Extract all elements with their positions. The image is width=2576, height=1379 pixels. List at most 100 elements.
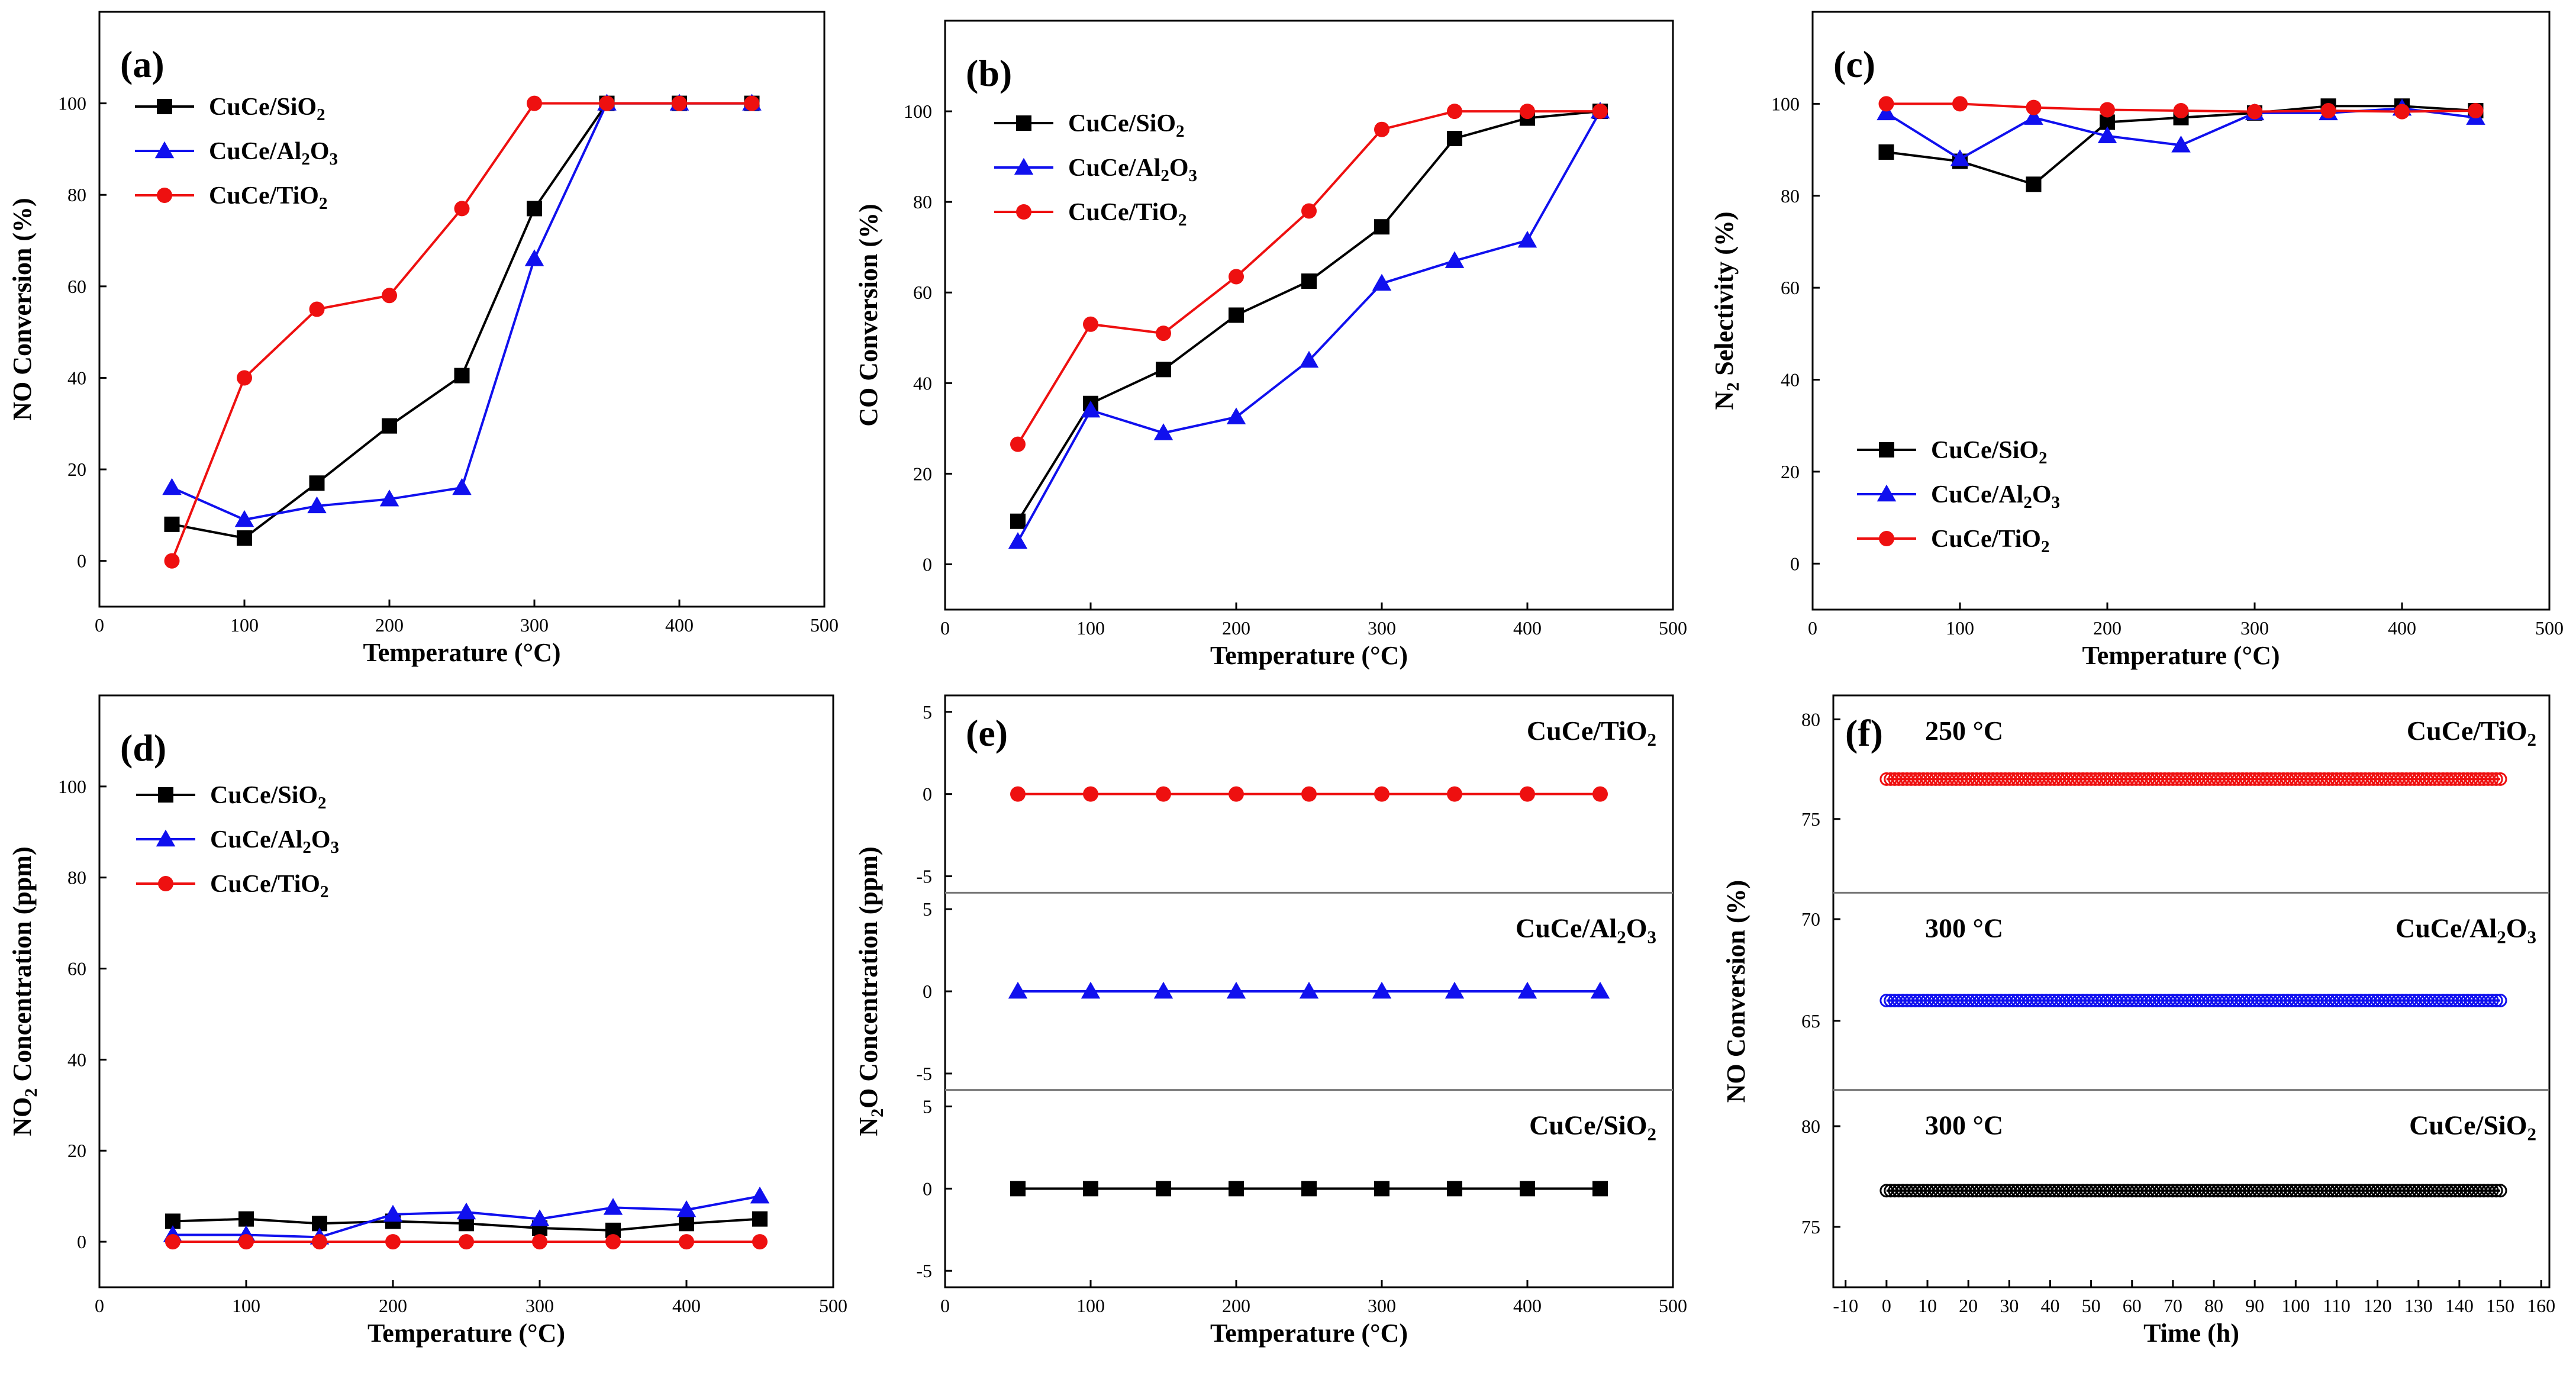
panel-b-legend-marker <box>1014 157 1034 175</box>
panel-c-ytick-label: 60 <box>1781 277 1800 298</box>
panel-f-data-point <box>2493 1184 2507 1198</box>
panel-f-xtick-label: 50 <box>2082 1295 2101 1316</box>
panel-f-xtick-label: 90 <box>2245 1295 2264 1316</box>
panel-e-xtick-label: 400 <box>1513 1295 1542 1316</box>
panel-d-legend-marker <box>158 876 173 891</box>
panel-d-legend-marker <box>158 787 173 803</box>
panel-c-ytick-label: 40 <box>1781 369 1800 391</box>
panel-d-ytick-label: 100 <box>58 776 86 797</box>
panel-c-label: (c) <box>1833 43 1875 85</box>
panel-a-data-point <box>382 418 397 434</box>
panel-b-data-point <box>1010 436 1026 452</box>
panel-c-data-point <box>1952 96 1968 112</box>
panel-c-ytick-label: 100 <box>1771 93 1800 114</box>
panel-e-data-point <box>1517 981 1537 999</box>
panel-a-ytick-label: 40 <box>67 367 86 388</box>
panel-e-xtick-label: 0 <box>940 1295 950 1316</box>
panel-d-data-point <box>752 1234 768 1250</box>
panel-e-ytick-label: -5 <box>916 1260 932 1281</box>
panel-e-data-point <box>1592 786 1608 802</box>
panel-d-legend-label: CuCe/SiO2 <box>210 782 327 813</box>
panel-e-sample-label: CuCe/SiO2 <box>1529 1110 1656 1145</box>
panel-e-data-point <box>1083 1181 1098 1197</box>
panel-a-data-point <box>309 301 325 317</box>
panel-a-data-point <box>307 496 327 514</box>
panel-d-ytick-label: 40 <box>67 1049 86 1070</box>
panel-c-data-point <box>2394 104 2410 120</box>
panel-c-legend-marker <box>1877 484 1897 502</box>
panel-f-ytick-label: 75 <box>1801 808 1820 830</box>
panel-f-frame <box>1832 694 2551 1288</box>
panel-d-xtick-label: 100 <box>232 1295 260 1316</box>
panel-e-data-point <box>1299 981 1319 999</box>
panel-b-data-point <box>1301 203 1317 219</box>
panel-e-data-point <box>1153 981 1173 999</box>
panel-d: 0 100 200 300 400 500 0 20 40 60 80 100 Temperature … <box>8 694 847 1348</box>
panel-b-ytick-label: 80 <box>913 191 932 212</box>
panel-d-xtick-label: 0 <box>95 1295 104 1316</box>
panel-d-data-point <box>312 1234 327 1250</box>
panel-b-data-point <box>1301 273 1317 289</box>
panel-a-ytick-label: 80 <box>67 184 86 205</box>
panel-e-ytick-label: 0 <box>923 981 932 1002</box>
panel-d-data-point <box>750 1186 770 1204</box>
panel-d-data-point <box>676 1200 697 1217</box>
panel-c-data-point <box>2247 104 2262 120</box>
panel-b-data-point <box>1520 104 1535 120</box>
panel-d-xtick-label: 400 <box>672 1295 701 1316</box>
panel-f-data-point <box>2485 772 2499 786</box>
panel-d-data-point <box>165 1234 180 1250</box>
panel-b-data-point <box>1517 230 1537 248</box>
panel-c-legend-label: CuCe/Al2O3 <box>1931 481 2060 512</box>
panel-c-data-point <box>1877 103 1896 121</box>
panel-e-data-point <box>1229 1181 1244 1197</box>
panel-c-data-point <box>2173 103 2189 119</box>
panel-c-xtick-label: 100 <box>1946 617 1974 639</box>
panel-c-ytick-label: 20 <box>1781 461 1800 482</box>
panel-a-ytick-label: 20 <box>67 459 86 480</box>
panel-a-data-point <box>234 510 254 527</box>
panel-c-data-point <box>2026 99 2042 115</box>
panel-d-data-point <box>383 1204 403 1222</box>
panel-b-xtick-label: 300 <box>1368 617 1396 639</box>
panel-a-series-line <box>172 102 752 540</box>
panel-a-legend-label: CuCe/Al2O3 <box>209 138 338 169</box>
panel-f-ytick-label: 65 <box>1801 1010 1820 1032</box>
panel-a-xtick-label: 300 <box>520 614 549 636</box>
panel-a-label: (a) <box>120 43 165 85</box>
panel-f-label: (f) <box>1845 712 1883 754</box>
panel-a-data-point <box>379 489 399 507</box>
panel-a-legend-marker <box>157 188 172 203</box>
panel-e-sample-label: CuCe/Al2O3 <box>1516 913 1656 947</box>
panel-b-data-point <box>1156 326 1171 341</box>
panel-d-data-point <box>385 1234 401 1250</box>
panel-a-legend-label: CuCe/SiO2 <box>209 94 325 124</box>
panel-e-data-point <box>1447 1181 1462 1197</box>
panel-a-ytick-label: 0 <box>77 550 86 572</box>
panel-c: 0 100 200 300 400 500 0 20 40 60 80 100 Temperature … <box>1710 11 2564 670</box>
panel-f-xtick-label: 160 <box>2527 1295 2555 1316</box>
panel-e-ytick-label: 0 <box>923 1178 932 1199</box>
panel-e-data-point <box>1520 1181 1535 1197</box>
panel-c-legend-marker <box>1879 531 1894 546</box>
panel-e-ytick-label: -5 <box>916 866 932 887</box>
panel-f-ytick-label: 75 <box>1801 1216 1820 1238</box>
panel-a-data-point <box>599 95 615 111</box>
panel-b-legend-label: CuCe/TiO2 <box>1068 199 1187 230</box>
panel-f-xtick-label: 140 <box>2445 1295 2474 1316</box>
panel-a-data-point <box>672 95 687 111</box>
panel-a-data-point <box>454 368 470 384</box>
panel-d-xtick-label: 200 <box>379 1295 407 1316</box>
panel-b-data-point <box>1226 407 1246 424</box>
panel-a-xlabel: Temperature (°C) <box>363 638 560 667</box>
panel-d-legend-marker <box>156 829 176 847</box>
panel-a-xtick-label: 100 <box>230 614 259 636</box>
panel-e-xtick-label: 200 <box>1222 1295 1250 1316</box>
panel-c-data-point <box>1878 96 1894 112</box>
panel-e-data-point <box>1301 786 1317 802</box>
panel-e-ytick-label: 0 <box>923 784 932 805</box>
panel-c-ylabel: N2 Selectivity (%) <box>1710 211 1743 410</box>
panel-d-legend-label: CuCe/TiO2 <box>210 871 328 901</box>
panel-e-data-point <box>1372 981 1392 999</box>
panel-c-legend-marker <box>1879 442 1894 457</box>
